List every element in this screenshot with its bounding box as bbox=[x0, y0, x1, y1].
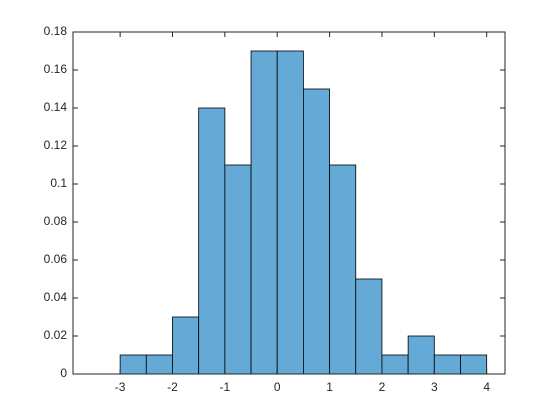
y-tick-label: 0.12 bbox=[44, 138, 68, 152]
y-tick-label: 0.18 bbox=[44, 24, 68, 38]
bar bbox=[302, 88, 330, 375]
y-tick-label: 0.16 bbox=[44, 62, 68, 76]
x-tick-label: 2 bbox=[379, 380, 386, 394]
y-tick-label: 0.04 bbox=[44, 290, 68, 304]
y-tick-label: 0.14 bbox=[44, 100, 68, 114]
bar bbox=[355, 278, 383, 375]
x-tick-label: -2 bbox=[167, 380, 178, 394]
bar bbox=[119, 354, 147, 375]
y-tick-label: 0 bbox=[60, 366, 67, 380]
bar bbox=[433, 354, 461, 375]
x-tick-label: 1 bbox=[326, 380, 333, 394]
bar bbox=[381, 354, 409, 375]
axes-box bbox=[72, 31, 506, 375]
bar bbox=[276, 50, 304, 375]
x-tick-label: -3 bbox=[115, 380, 126, 394]
y-tick-label: 0.1 bbox=[50, 176, 67, 190]
bar bbox=[198, 107, 226, 375]
bar bbox=[250, 50, 278, 375]
bar bbox=[329, 164, 357, 375]
x-tick-label: 0 bbox=[274, 380, 281, 394]
bar bbox=[145, 354, 173, 375]
x-tick-label: -1 bbox=[220, 380, 231, 394]
x-tick-label: 4 bbox=[483, 380, 490, 394]
x-tick-label: 3 bbox=[431, 380, 438, 394]
y-tick-label: 0.06 bbox=[44, 252, 68, 266]
bar bbox=[407, 335, 435, 375]
bar bbox=[460, 354, 488, 375]
bar bbox=[224, 164, 252, 375]
y-tick-label: 0.02 bbox=[44, 328, 68, 342]
bar bbox=[172, 316, 200, 375]
y-tick-label: 0.08 bbox=[44, 214, 68, 228]
